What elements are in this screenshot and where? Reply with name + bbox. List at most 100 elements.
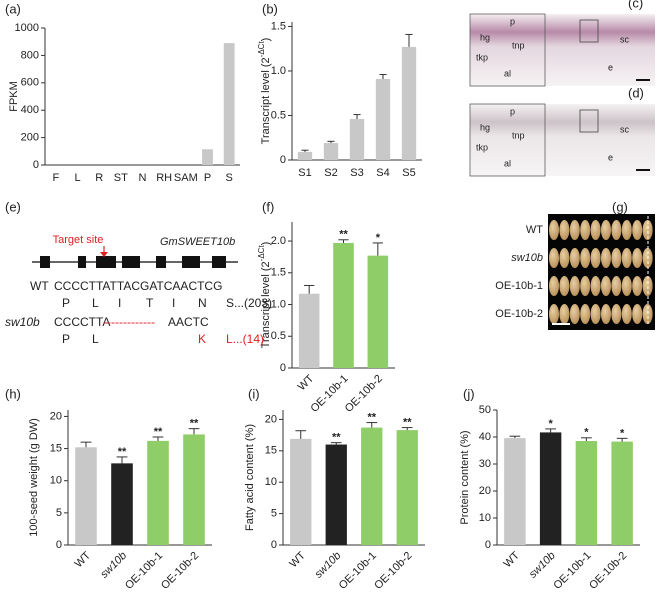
tissue-label: tkp [476, 142, 488, 152]
y-tick-label: 1.5 [271, 20, 286, 32]
y-tick-label: 1.5 [271, 267, 286, 279]
bar [323, 143, 339, 160]
bar [75, 447, 97, 545]
bar [223, 43, 235, 165]
amino-acid-changed: L...(14) [226, 332, 264, 346]
seed [590, 248, 601, 268]
x-tick-label: S1 [298, 167, 311, 179]
y-axis-title-part: 100-seed weight (g DW) [28, 418, 40, 537]
y-axis-title-part: ) [260, 242, 272, 246]
y-tick-label: 15 [50, 442, 62, 454]
gene-name: GmSWEET10b [160, 236, 235, 248]
tissue-label: sc [620, 124, 630, 134]
seed [621, 248, 632, 268]
bar [504, 438, 526, 545]
x-tick-label: sw10b [98, 550, 129, 581]
y-tick-label: 10 [479, 512, 491, 524]
x-tick-label: OE-10b-1 [337, 550, 379, 592]
exon [182, 256, 200, 268]
bar [111, 463, 133, 545]
y-tick-label: 600 [21, 77, 39, 89]
significance: * [620, 427, 625, 439]
y-axis-title-part: -ΔCt [257, 41, 266, 58]
seed [632, 276, 643, 296]
tissue-label: hg [480, 122, 490, 132]
bar [575, 441, 598, 545]
row-label: OE-10b-1 [495, 280, 543, 292]
bar [298, 293, 320, 368]
bar [539, 432, 562, 545]
x-tick-label: OE-10b-2 [343, 373, 385, 415]
y-axis-title: Fatty acid content (%) [244, 424, 256, 531]
significance: ** [154, 426, 163, 438]
amino-acid: N [198, 296, 207, 310]
seed [549, 276, 559, 296]
seed [621, 220, 632, 240]
seed [580, 276, 591, 296]
panel-label: (f) [262, 199, 274, 214]
y-tick-label: 10 [265, 476, 277, 488]
bar [611, 441, 633, 545]
bar [183, 434, 205, 545]
seed [590, 304, 601, 324]
zoom-box [579, 19, 599, 43]
y-tick-label: 20 [50, 410, 62, 422]
y-tick-label: 0 [33, 159, 39, 171]
seed [580, 248, 591, 268]
seed [611, 220, 622, 240]
significance: ** [367, 411, 376, 423]
y-axis-title-part: ) [260, 38, 272, 42]
seed [590, 220, 601, 240]
y-tick-label: 0 [280, 154, 286, 166]
bar [333, 242, 354, 368]
x-tick-label: SAM [174, 172, 198, 184]
seed [601, 276, 611, 296]
x-tick-label: RH [156, 172, 172, 184]
x-tick-label: N [139, 172, 147, 184]
seed [549, 220, 559, 240]
y-axis-title: Transcript level (2-ΔCt) [257, 38, 272, 145]
significance: ** [403, 416, 412, 428]
x-tick-label: OE-10b-2 [159, 550, 201, 592]
row-label: OE-10b-2 [495, 308, 543, 320]
significance: ** [118, 446, 127, 458]
y-tick-label: 800 [21, 49, 39, 61]
seed [580, 304, 591, 324]
x-tick-label: WT [73, 549, 94, 570]
exon [156, 256, 166, 268]
y-axis-title-part: Transcript level (2 [260, 261, 272, 348]
bar [361, 427, 383, 545]
x-tick-label: F [52, 172, 59, 184]
bar [349, 119, 365, 160]
y-tick-label: 400 [21, 104, 39, 116]
seed [601, 220, 611, 240]
amino-acid: S...(203) [226, 296, 272, 310]
panel-label: (a) [5, 1, 21, 16]
deletion: ------------- [103, 315, 155, 329]
x-tick-label: S5 [402, 167, 415, 179]
y-tick-label: 0 [280, 362, 286, 374]
wt-label: WT [30, 279, 49, 293]
bar [396, 430, 418, 545]
x-tick-label: R [95, 172, 103, 184]
seed [632, 248, 643, 268]
seed [611, 304, 622, 324]
seed [569, 248, 580, 268]
zoom-box [579, 109, 599, 133]
x-tick-label: S4 [376, 167, 389, 179]
bar [401, 46, 417, 160]
exon [122, 256, 140, 268]
significance: ** [339, 229, 348, 241]
mutant-label: sw10b [5, 315, 40, 329]
seed [621, 276, 632, 296]
y-axis-title-part: Protein content (%) [459, 430, 471, 524]
y-axis-title-part: Transcript level (2 [260, 57, 272, 144]
amino-acid: P [62, 296, 70, 310]
panel-label: (h) [5, 386, 21, 401]
significance: * [548, 418, 553, 430]
bar [325, 444, 347, 545]
seed [611, 276, 622, 296]
seed [569, 304, 580, 324]
y-tick-label: 10 [50, 475, 62, 487]
amino-acid: I [118, 296, 121, 310]
